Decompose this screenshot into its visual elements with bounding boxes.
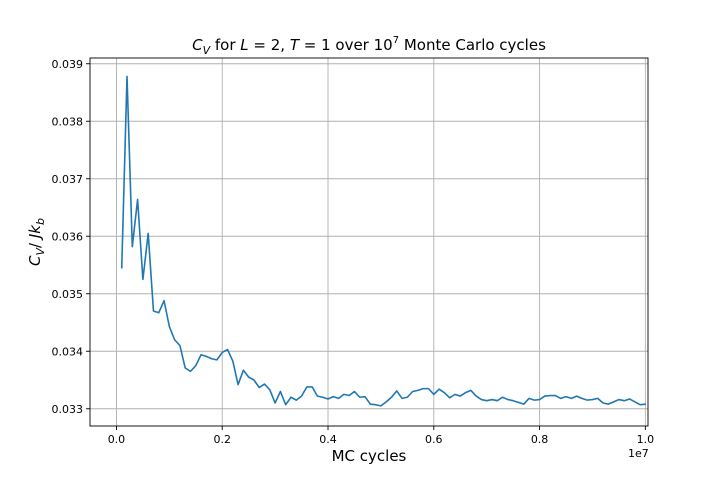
y-tick-label: 0.036 — [52, 230, 84, 243]
y-tick-label: 0.037 — [52, 173, 84, 186]
y-axis-label: CV/ Jkb — [26, 218, 47, 266]
series-line — [120, 75, 647, 407]
x-offset-label: 1e7 — [628, 447, 649, 460]
x-tick-label: 1.0 — [637, 433, 655, 446]
plot-frame — [89, 57, 649, 427]
series-layer — [120, 75, 647, 407]
y-tick-label: 0.033 — [52, 403, 84, 416]
y-tick-label: 0.039 — [52, 58, 84, 71]
y-tick-label: 0.035 — [52, 288, 84, 301]
y-tick-label: 0.038 — [52, 115, 84, 128]
grid — [90, 58, 648, 426]
x-tick-label: 0.4 — [319, 433, 337, 446]
x-tick-label: 0.2 — [213, 433, 231, 446]
x-tick-label: 0.8 — [531, 433, 549, 446]
x-axis: 0.0 0.2 0.4 0.6 0.8 1.0 — [108, 426, 654, 446]
chart-title: CV for L = 2, T = 1 over 107 Monte Carlo… — [192, 35, 546, 57]
x-axis-label: MC cycles — [332, 447, 407, 465]
x-tick-label: 0.0 — [108, 433, 126, 446]
x-tick-label: 0.6 — [425, 433, 443, 446]
y-axis: 0.033 0.034 0.035 0.036 0.037 0.038 0.039 — [52, 58, 90, 416]
y-tick-label: 0.034 — [52, 345, 84, 358]
